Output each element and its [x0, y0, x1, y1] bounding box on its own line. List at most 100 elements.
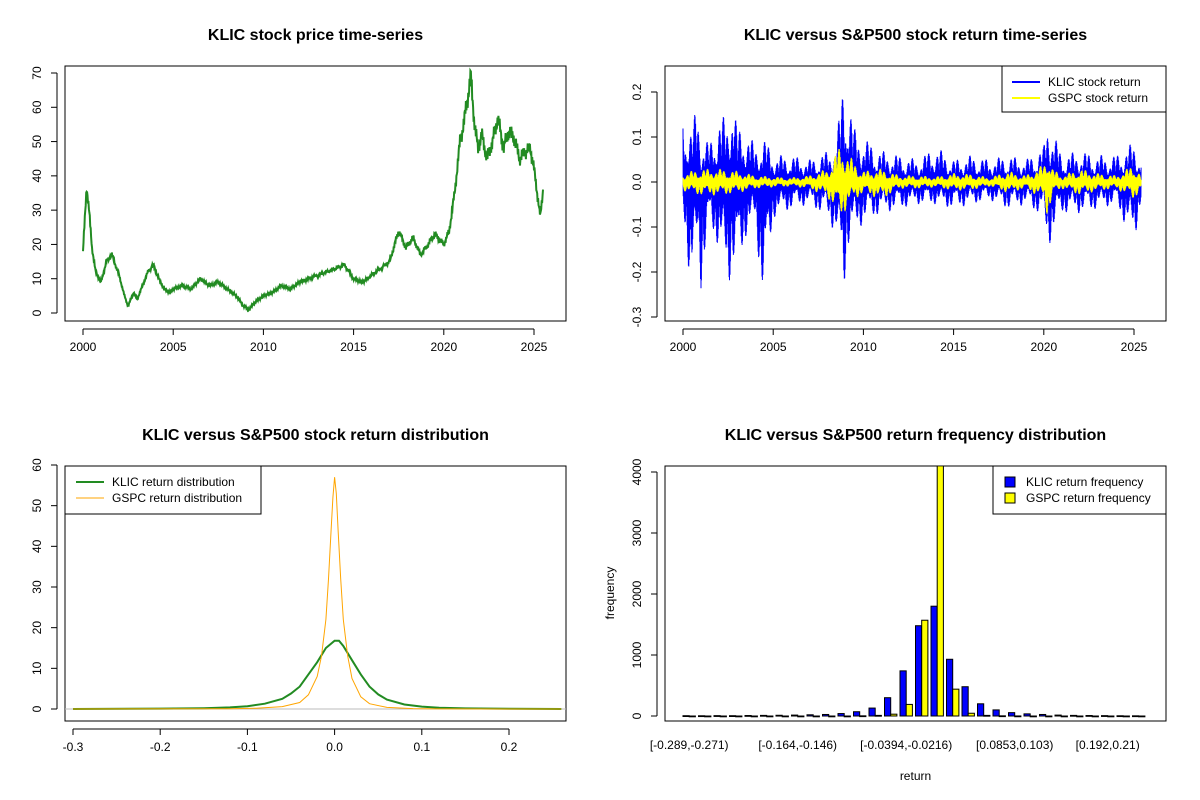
legend-label: KLIC stock return	[1048, 75, 1141, 89]
y-tick-label: 40	[30, 169, 44, 183]
y-tick-label: 50	[30, 135, 44, 149]
bar-klic	[837, 713, 845, 717]
y-tick-label: 20	[30, 237, 44, 251]
y-tick-label: 0.0	[630, 173, 644, 190]
legend-box	[992, 465, 1167, 515]
y-tick-label: 3000	[630, 519, 644, 546]
x-tick-label: -0.1	[237, 740, 258, 754]
bar-klic	[930, 605, 938, 717]
x-tick-label: 2020	[1030, 340, 1057, 354]
bar-gspc	[874, 714, 882, 717]
bar-gspc	[905, 703, 913, 717]
x-tick-label: [-0.164,-0.146)	[758, 738, 837, 752]
chart-title: KLIC versus S&P500 stock return distribu…	[142, 427, 489, 444]
bar-klic	[915, 625, 923, 717]
y-tick-label: 60	[30, 458, 44, 472]
bar-gspc	[766, 715, 774, 718]
bar-gspc	[719, 715, 727, 718]
series-line-gspc-density	[72, 477, 562, 710]
y-tick-label: 70	[30, 66, 44, 80]
bar-klic	[1132, 715, 1140, 718]
bar-gspc	[704, 715, 712, 718]
plot-frame	[664, 465, 1167, 722]
bar-klic	[1070, 714, 1078, 717]
bar-gspc	[1122, 715, 1130, 718]
x-tick-label: 2015	[940, 340, 967, 354]
bar-gspc	[1045, 715, 1053, 718]
bar-gspc	[843, 715, 851, 718]
legend-box	[1001, 65, 1167, 113]
bar-klic	[946, 658, 954, 717]
y-tick-label: 60	[30, 100, 44, 114]
bar-gspc	[812, 715, 820, 718]
x-tick-label: 2020	[430, 340, 457, 354]
series-line-klic-price	[82, 67, 544, 313]
bar-klic	[1116, 715, 1124, 718]
bar-klic	[682, 715, 690, 717]
legend: KLIC return frequency GSPC return frequen…	[992, 465, 1167, 515]
bar-gspc	[967, 712, 975, 717]
bar-klic	[853, 711, 861, 717]
plot-frame	[64, 65, 567, 322]
y-tick-label: 4000	[630, 458, 644, 485]
chart-return-distribution: KLIC versus S&P500 stock return distribu…	[30, 427, 567, 754]
bar-klic	[977, 703, 985, 717]
bar-klic	[868, 707, 876, 717]
chart-return-frequency: KLIC versus S&P500 return frequency dist…	[603, 427, 1167, 783]
x-tick-label: 2010	[250, 340, 277, 354]
chart-title: KLIC versus S&P500 return frequency dist…	[725, 427, 1106, 444]
x-tick-label: 2010	[850, 340, 877, 354]
bar-klic	[1085, 715, 1093, 717]
bar-gspc	[1138, 715, 1146, 718]
bar-klic	[1101, 715, 1109, 717]
x-tick-label: 0.2	[501, 740, 518, 754]
bar-gspc	[1029, 715, 1037, 718]
bar-klic	[992, 709, 1000, 717]
legend-label: KLIC return frequency	[1026, 475, 1143, 489]
bar-klic	[806, 714, 814, 717]
legend-label: KLIC return distribution	[112, 475, 235, 489]
series-line-klic-density	[72, 639, 562, 710]
x-tick-label: 2025	[1121, 340, 1148, 354]
plot-frame	[64, 465, 567, 722]
bar-gspc	[1107, 715, 1115, 718]
legend-label: GSPC stock return	[1048, 91, 1148, 105]
bars	[682, 466, 1146, 718]
x-tick-label: -0.3	[63, 740, 84, 754]
bar-klic	[1039, 713, 1047, 717]
bar-gspc	[1014, 715, 1022, 718]
bar-gspc	[1076, 715, 1084, 718]
x-tick-label: -0.2	[150, 740, 171, 754]
legend: KLIC stock return GSPC stock return	[1001, 65, 1167, 113]
x-tick-label: [0.192,0.21)	[1076, 738, 1140, 752]
y-tick-label: 10	[30, 661, 44, 675]
x-tick-label: 2005	[760, 340, 787, 354]
bar-klic	[1054, 714, 1062, 717]
series-line-klic-return	[682, 99, 1142, 289]
x-tick-label: 2015	[340, 340, 367, 354]
bar-klic	[775, 714, 783, 717]
y-tick-label: 40	[30, 539, 44, 553]
y-tick-label: 0	[30, 705, 44, 712]
x-tick-label: 2025	[521, 340, 548, 354]
series-line-gspc-return	[682, 148, 1142, 214]
bar-klic	[744, 715, 752, 717]
y-tick-label: -0.3	[630, 306, 644, 327]
bar-gspc	[859, 715, 867, 718]
x-tick-label: 0.0	[326, 740, 343, 754]
bar-gspc	[688, 715, 696, 718]
y-tick-label: 0	[630, 712, 644, 719]
chart-price-timeseries: KLIC stock price time-series 0 10 20 30 40 50 6…	[30, 27, 567, 354]
bar-klic	[884, 697, 892, 717]
bar-gspc	[735, 715, 743, 718]
bar-klic	[713, 715, 721, 717]
y-tick-label: 50	[30, 499, 44, 513]
y-tick-label: 30	[30, 203, 44, 217]
bar-gspc	[797, 715, 805, 718]
y-tick-label: 30	[30, 580, 44, 594]
bar-gspc	[1091, 715, 1099, 718]
bar-klic	[822, 713, 830, 717]
bar-gspc	[828, 715, 836, 718]
y-tick-label: 1000	[630, 641, 644, 668]
x-tick-label: 0.1	[413, 740, 430, 754]
